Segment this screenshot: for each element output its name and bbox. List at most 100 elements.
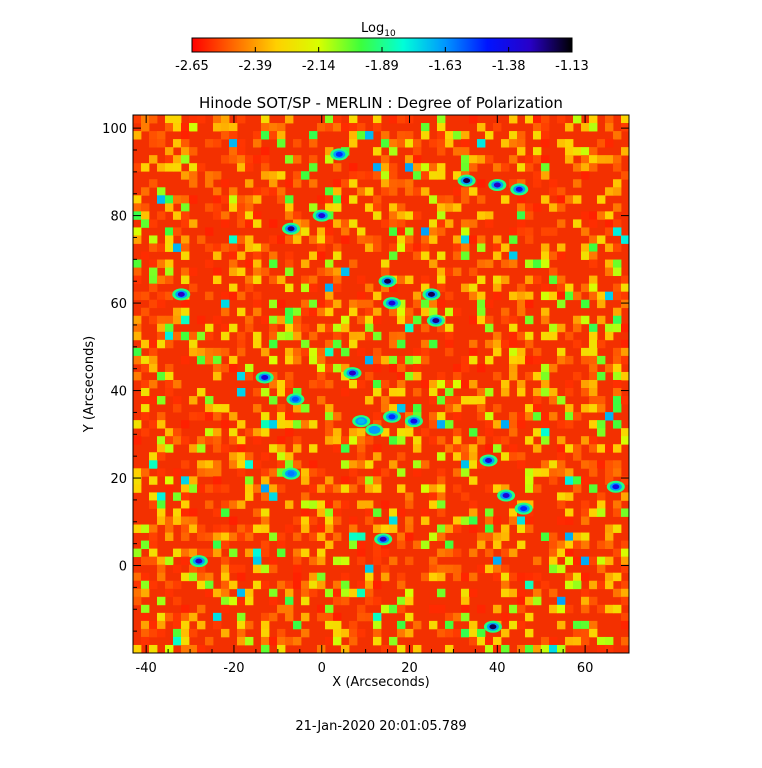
heatmap-cell [149, 259, 158, 268]
heatmap-cell [189, 163, 198, 172]
heatmap-cell [309, 235, 318, 244]
heatmap-cell [133, 580, 142, 590]
heatmap-cell [517, 388, 526, 397]
heatmap-cell [309, 444, 318, 453]
heatmap-cell [309, 131, 318, 140]
heatmap-cell [333, 331, 342, 341]
heatmap-cell [613, 283, 622, 293]
heatmap-cell [349, 532, 358, 541]
heatmap-cell [269, 564, 278, 574]
heatmap-cell [325, 620, 334, 630]
heatmap-cell [325, 123, 334, 132]
heatmap-cell [405, 131, 414, 140]
heatmap-cell [621, 436, 629, 445]
heatmap-cell [405, 532, 414, 541]
heatmap-cell [397, 275, 406, 285]
heatmap-cell [597, 540, 606, 550]
heatmap-cell [357, 460, 366, 469]
y-tick-label: 60 [110, 297, 127, 312]
heatmap-cell [525, 596, 534, 606]
heatmap-cell [293, 155, 302, 164]
heatmap-cell [237, 628, 246, 638]
heatmap-cell [165, 227, 174, 236]
heatmap-cell [453, 412, 462, 421]
heatmap-cell [437, 379, 446, 389]
heatmap-cell [173, 548, 182, 558]
heatmap-cell [149, 620, 158, 630]
heatmap-cell [613, 155, 622, 164]
heatmap-cell [501, 388, 510, 397]
heatmap-cell [341, 363, 350, 373]
heatmap-cell [533, 468, 542, 477]
heatmap-cell [197, 331, 206, 341]
heatmap-cell [301, 508, 310, 517]
heatmap-cell [277, 235, 286, 244]
heatmap-cell [397, 339, 406, 349]
heatmap-cell [413, 347, 422, 357]
heatmap-cell [589, 163, 598, 172]
heatmap-cell [373, 484, 382, 493]
heatmap-cell [549, 179, 558, 188]
heatmap-cell [557, 444, 566, 453]
heatmap-cell [421, 460, 430, 469]
heatmap-cell [269, 492, 278, 501]
heatmap-cell [469, 315, 478, 325]
heatmap-cell [557, 396, 566, 405]
heatmap-cell [437, 267, 446, 276]
heatmap-cell [205, 291, 214, 301]
heatmap-cell [613, 604, 622, 614]
chart-title: Hinode SOT/SP - MERLIN : Degree of Polar… [199, 94, 563, 112]
heatmap-cell [445, 444, 454, 453]
heatmap-cell [461, 596, 470, 606]
heatmap-cell [525, 484, 534, 493]
heatmap-cell [389, 460, 398, 469]
heatmap-cell [181, 123, 190, 132]
heatmap-cell [229, 155, 238, 164]
heatmap-cell [525, 339, 534, 349]
heatmap-cell [245, 548, 254, 558]
heatmap-cell [461, 588, 470, 598]
heatmap-cell [157, 620, 166, 630]
heatmap-cell [149, 492, 158, 501]
heatmap-cell [181, 500, 190, 509]
heatmap-cell [333, 179, 342, 188]
heatmap-cell [421, 355, 430, 365]
heatmap-cell [581, 572, 590, 582]
heatmap-cell [237, 371, 246, 381]
heatmap-cell [589, 379, 598, 389]
heatmap-cell [133, 572, 142, 582]
heatmap-cell [213, 171, 222, 180]
heatmap-cell [549, 291, 558, 301]
heatmap-cell [517, 540, 526, 550]
heatmap-cell [317, 500, 326, 509]
heatmap-cell [349, 163, 358, 172]
heatmap-cell [541, 251, 550, 260]
heatmap-cell [213, 371, 222, 381]
heatmap-cell [389, 524, 398, 533]
heatmap-cell [141, 363, 150, 373]
heatmap-cell [181, 620, 190, 630]
heatmap-cell [525, 412, 534, 421]
x-tick-label: 20 [401, 661, 418, 676]
heatmap-cell [477, 404, 486, 413]
heatmap-cell [269, 396, 278, 405]
heatmap-cell [621, 171, 629, 180]
heatmap-cell [405, 155, 414, 164]
heatmap-cell [341, 436, 350, 445]
heatmap-cell [525, 516, 534, 525]
heatmap-cell [373, 444, 382, 453]
heatmap-cell [589, 404, 598, 413]
heatmap-cell [541, 163, 550, 172]
heatmap-cell [397, 436, 406, 445]
heatmap-cell [589, 275, 598, 285]
heatmap-cell [493, 436, 502, 445]
heatmap-cell [413, 299, 422, 309]
heatmap-cell [397, 644, 406, 653]
heatmap-cell [149, 363, 158, 373]
heatmap-cell [397, 299, 406, 309]
heatmap-cell [445, 291, 454, 301]
heatmap-cell [213, 115, 222, 124]
heatmap-cell [357, 347, 366, 357]
heatmap-cell [437, 484, 446, 493]
